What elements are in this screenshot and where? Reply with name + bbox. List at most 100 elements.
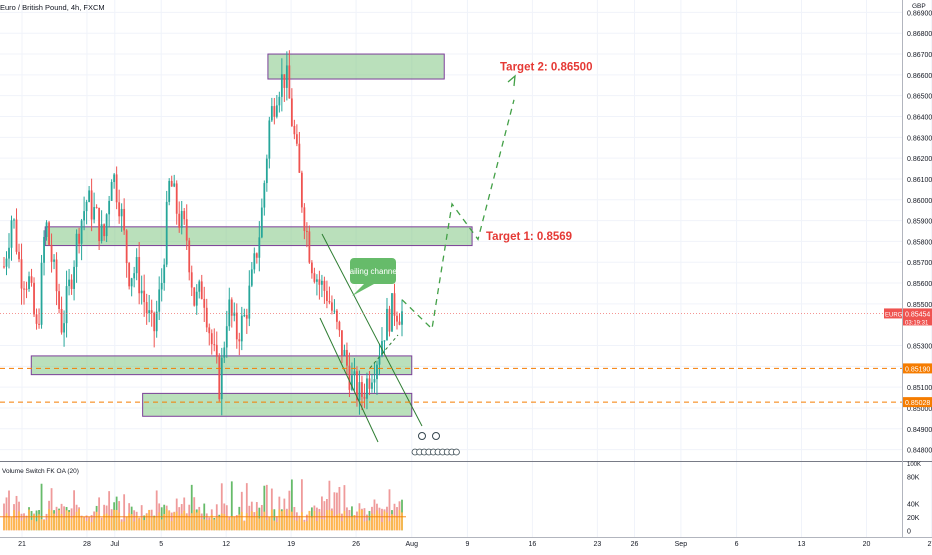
volume-base-bar — [108, 515, 111, 531]
chart-title: Euro / British Pound, 4h, FXCM — [0, 3, 105, 12]
volume-base-bar — [50, 510, 53, 531]
volume-base-bar — [210, 514, 213, 531]
volume-base-bar — [155, 516, 158, 531]
candle-body — [30, 276, 33, 283]
candle-body — [25, 288, 28, 290]
price-tick-label: 0.86900 — [907, 10, 932, 17]
volume-bar — [323, 501, 326, 531]
volume-base-bar — [268, 516, 271, 531]
volume-bar — [290, 479, 293, 531]
symbol-tag — [884, 308, 902, 319]
volume-bar — [240, 491, 243, 531]
candle-body — [133, 273, 136, 279]
candle-body — [383, 340, 386, 342]
candle-body — [40, 262, 43, 325]
volume-base-bar — [133, 521, 136, 531]
volume-base-bar — [205, 519, 208, 531]
candle-body — [118, 202, 121, 217]
candle-body — [60, 309, 63, 333]
candle-body — [18, 251, 20, 260]
volume-base-bar — [38, 514, 40, 531]
candle-body — [188, 240, 191, 273]
volume-bar — [50, 488, 53, 531]
candle-body — [238, 339, 241, 342]
price-tick-label: 0.85900 — [907, 219, 932, 226]
candle-body — [371, 382, 373, 389]
candle-body — [163, 264, 166, 283]
candle-body — [326, 290, 328, 302]
volume-base-bar — [358, 509, 361, 531]
volume-base-bar — [288, 509, 291, 531]
volume-base-bar — [110, 517, 113, 531]
candle-body — [348, 365, 351, 390]
time-tick-label: 28 — [83, 541, 91, 548]
volume-base-bar — [145, 514, 148, 531]
volume-base-bar — [188, 516, 191, 531]
volume-bar — [363, 508, 366, 531]
candle-body — [300, 172, 303, 208]
volume-base-bar — [290, 511, 293, 531]
volume-base-bar — [323, 519, 326, 531]
symbol-tag-label: EURGBP — [885, 312, 910, 318]
target-1-zone-label: Target 1: 0.8569 — [486, 231, 572, 243]
volume-base-bar — [150, 517, 153, 531]
volume-base-bar — [68, 511, 70, 531]
volume-base-bar — [125, 516, 128, 531]
candle-body — [210, 333, 213, 345]
candle-body — [45, 222, 48, 237]
candle-body — [361, 382, 363, 397]
candle-body — [83, 211, 86, 221]
time-tick-label: 19 — [287, 541, 295, 548]
volume-base-bar — [336, 514, 338, 531]
channel-lower-line — [319, 317, 379, 443]
volume-bar — [40, 483, 43, 531]
candle-body — [303, 207, 306, 231]
time-tick-label: 6 — [735, 541, 739, 548]
candle-body — [341, 330, 343, 356]
price-tick-label: 0.85700 — [907, 260, 932, 267]
candle-body — [293, 125, 296, 135]
volume-base-bar — [65, 510, 68, 531]
volume-base-bar — [255, 511, 258, 531]
volume-base-bar — [130, 514, 133, 531]
candle-body — [85, 201, 88, 212]
volume-base-bar — [75, 511, 78, 531]
time-tick-label: Aug — [406, 541, 419, 548]
candle-body — [73, 266, 75, 289]
candle-body — [391, 293, 393, 332]
volume-base-bar — [83, 518, 86, 531]
volume-base-bar — [381, 522, 383, 531]
candle-body — [248, 285, 251, 319]
volume-base-bar — [383, 511, 386, 531]
volume-base-bar — [163, 513, 166, 531]
time-tick-label: 20 — [863, 541, 871, 548]
candle-body — [401, 311, 403, 325]
volume-base-bar — [393, 515, 396, 531]
candle-body — [35, 314, 38, 324]
volume-base-bar — [315, 521, 318, 531]
candle-body — [333, 310, 336, 312]
time-tick-label: 9 — [465, 541, 469, 548]
volume-base-bar — [343, 510, 346, 531]
price-tick-label: 0.84800 — [907, 448, 932, 455]
volume-base-bar — [40, 519, 43, 531]
volume-base-bar — [95, 511, 98, 531]
volume-base-bar — [30, 519, 33, 531]
candle-body — [215, 344, 218, 357]
volume-base-bar — [353, 515, 356, 531]
volume-base-bar — [135, 515, 138, 531]
candle-body — [160, 282, 163, 290]
level-tag-1 — [903, 397, 932, 408]
candle-body — [125, 230, 128, 264]
candle-body — [65, 286, 68, 324]
candle-body — [148, 310, 151, 314]
price-tick-label: 0.86700 — [907, 52, 932, 59]
volume-base-bar — [175, 511, 178, 531]
volume-base-bar — [273, 520, 276, 531]
volume-base-bar — [160, 519, 163, 531]
volume-bar — [343, 485, 346, 531]
volume-base-bar — [258, 518, 261, 531]
volume-base-bar — [113, 509, 116, 531]
volume-base-bar — [120, 521, 123, 531]
